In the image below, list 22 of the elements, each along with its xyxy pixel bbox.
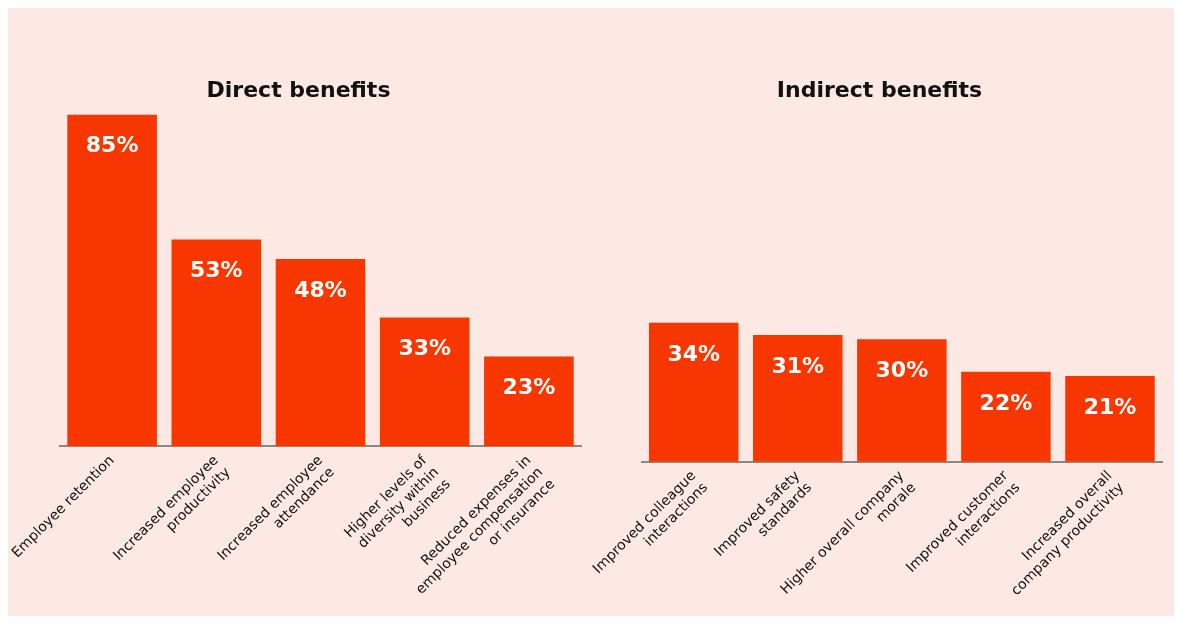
chart-title: Indirect benefits bbox=[776, 76, 983, 102]
data-label: 30% bbox=[875, 356, 929, 382]
bar bbox=[171, 239, 262, 447]
data-label: 21% bbox=[1083, 393, 1137, 419]
bar bbox=[649, 322, 739, 462]
chart-title: Direct benefits bbox=[206, 76, 391, 102]
data-label: 31% bbox=[771, 352, 825, 378]
data-label: 34% bbox=[667, 340, 721, 366]
bar bbox=[1065, 375, 1155, 462]
bar bbox=[961, 371, 1051, 462]
bar bbox=[67, 114, 157, 447]
data-label: 22% bbox=[979, 389, 1033, 415]
data-label: 33% bbox=[398, 335, 452, 361]
bar bbox=[857, 339, 947, 462]
data-label: 53% bbox=[189, 257, 243, 283]
bar bbox=[275, 258, 366, 447]
bar bbox=[484, 356, 574, 447]
data-label: 48% bbox=[294, 276, 347, 302]
data-label: 85% bbox=[85, 132, 139, 158]
bar bbox=[753, 335, 843, 462]
bar bbox=[379, 317, 470, 447]
data-label: 23% bbox=[502, 374, 556, 400]
